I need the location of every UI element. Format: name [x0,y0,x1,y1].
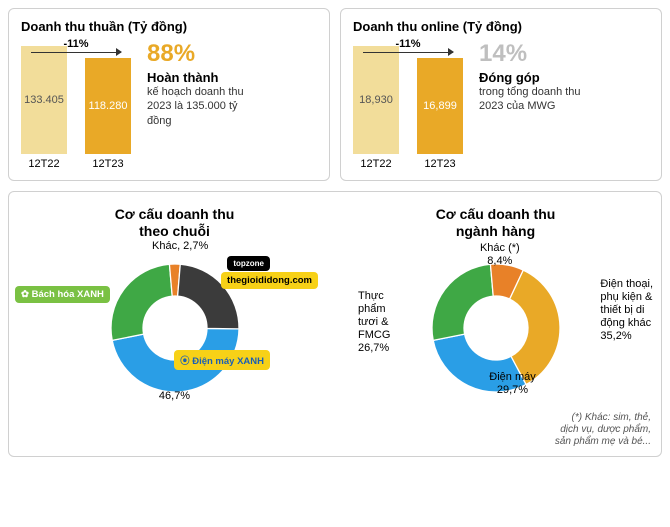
brand-topzone: topzone [227,256,270,271]
bar-x-label: 12T23 [92,158,123,170]
donut-title: Cơ cấu doanh thungành hàng [340,206,651,240]
revenue-by-chain-block: Cơ cấu doanh thutheo chuỗi Khác, 2,7% to… [19,206,330,448]
donut-title: Cơ cấu doanh thutheo chuỗi [19,206,330,240]
completion-pct: 88% [147,40,262,68]
bar-x-label: 12T23 [424,158,455,170]
online-revenue-panel: Doanh thu online (Tỷ đồng) -11% 18,93012… [340,8,662,181]
slice-label-dienmay: Điện máy 29,7% [489,371,535,397]
bar-chart: -11% 133.40512T22 118.280 12T23 [21,40,131,170]
summary-body: trong tổng doanh thu 2023 của MWG [479,85,594,114]
donut-slice [432,264,493,340]
bar-chart: -11% 18,93012T22 16,899 12T23 [353,40,463,170]
change-label: -11% [21,38,131,50]
slice-pct-bhx: 26,7% [77,320,108,333]
change-arrow-icon [31,52,121,64]
change-arrow-icon [363,52,453,64]
summary-body: kế hoạch doanh thu 2023 là 135.000 tỷ đồ… [147,85,262,128]
slice-label-khac: Khác (*) 8,4% [480,242,520,268]
net-revenue-panel: Doanh thu thuần (Tỷ đồng) -11% 133.40512… [8,8,330,181]
bar: 118.280 [85,58,131,154]
bar-column: 16,899 12T23 [417,58,463,170]
donut-slice [111,264,172,340]
bar-column: 118.280 12T23 [85,58,131,170]
revenue-by-category-block: Cơ cấu doanh thungành hàng Khác (*) 8,4%… [340,206,651,448]
summary-title: Hoàn thành [147,70,262,85]
footnote: (*) Khác: sim, thẻ,dịch vụ, dược phẩm,sả… [340,412,651,448]
contribution-pct: 14% [479,40,594,68]
slice-label-fmcg: Thực phẩm tươi & FMCG 26,7% [358,290,390,356]
panel-title: Doanh thu online (Tỷ đồng) [353,19,649,34]
panel-title: Doanh thu thuần (Tỷ đồng) [21,19,317,34]
bar-column: 18,93012T22 [353,46,399,170]
slice-label-phone: Điện thoại, phụ kiện & thiết bị di động … [600,278,653,344]
bar-column: 133.40512T22 [21,46,67,170]
change-label: -11% [353,38,463,50]
bar: 16,899 [417,58,463,154]
brand-bhx: ✿ Bách hóa XANH [15,286,110,303]
slice-pct-dmx: 46,7% [159,390,190,403]
bar-x-label: 12T22 [360,158,391,170]
revenue-structure-panel: Cơ cấu doanh thutheo chuỗi Khác, 2,7% to… [8,191,662,457]
brand-dmx: ⦿ Điện máy XANH [174,350,270,370]
bar-x-label: 12T22 [28,158,59,170]
slice-label-khac: Khác, 2,7% [152,240,208,253]
donut-slice [509,270,559,384]
brand-tgdd: thegioididong.com [221,272,318,289]
summary-title: Đóng góp [479,70,594,85]
slice-pct-tgdd: 23,9% [237,300,268,313]
